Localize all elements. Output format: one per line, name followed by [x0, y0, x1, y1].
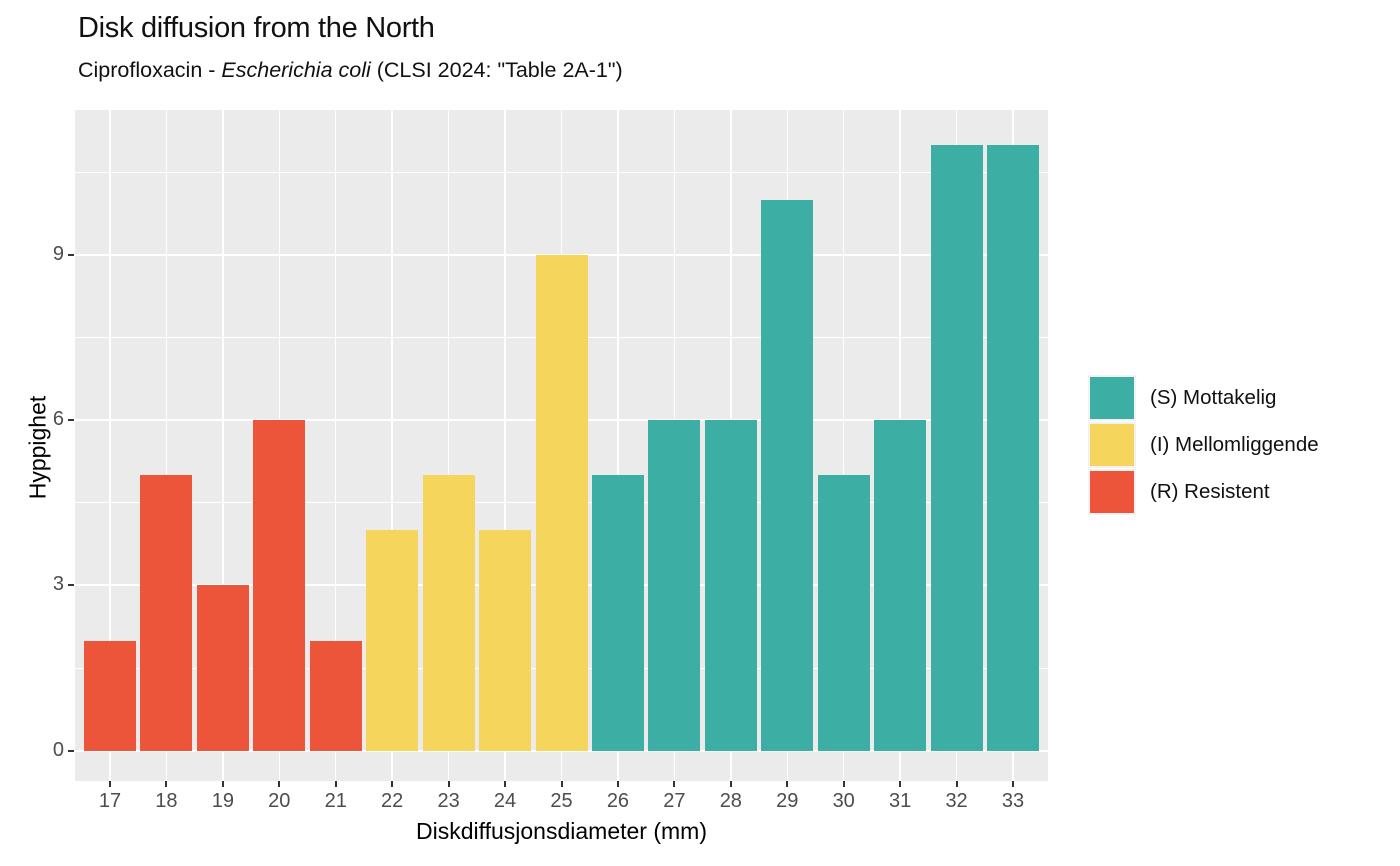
chart-title: Disk diffusion from the North: [78, 12, 435, 44]
x-tick-20: [278, 781, 281, 787]
bar-27: [648, 420, 701, 751]
gridline-major-x: [222, 110, 224, 781]
bar-30: [817, 475, 870, 751]
x-tick-label-29: 29: [776, 790, 799, 812]
y-tick-6: [68, 419, 74, 422]
bar-17: [83, 640, 136, 751]
y-tick-0: [68, 749, 74, 752]
legend-item-i: (I) Mellomliggende: [1090, 424, 1319, 466]
x-tick-17: [108, 781, 111, 787]
legend-label-i: (I) Mellomliggende: [1150, 433, 1319, 456]
gridline-major-x: [504, 110, 506, 781]
x-tick-label-21: 21: [324, 790, 347, 812]
x-tick-33: [1012, 781, 1014, 787]
gridline-major-x: [165, 110, 168, 781]
x-tick-32: [955, 781, 958, 787]
legend-label-r: (R) Resistent: [1150, 480, 1270, 503]
x-tick-label-20: 20: [268, 790, 291, 812]
legend-swatch-s: [1090, 377, 1134, 419]
x-tick-22: [391, 781, 394, 787]
x-tick-label-18: 18: [155, 790, 178, 812]
legend-swatch-r: [1090, 471, 1134, 513]
x-tick-21: [334, 781, 337, 787]
x-tick-label-25: 25: [550, 790, 573, 812]
x-tick-28: [729, 781, 732, 787]
bar-21: [309, 640, 362, 751]
bar-22: [366, 530, 419, 751]
x-tick-26: [616, 781, 619, 787]
legend-item-s: (S) Mottakelig: [1090, 377, 1319, 419]
x-tick-label-30: 30: [832, 790, 855, 812]
x-tick-29: [786, 781, 789, 787]
x-tick-30: [842, 781, 845, 787]
gridline-major-x: [617, 110, 619, 781]
y-tick-label-9: 9: [52, 242, 64, 265]
x-tick-label-27: 27: [663, 790, 686, 812]
gridline-major-x: [334, 110, 337, 781]
bar-31: [874, 420, 927, 751]
x-tick-label-24: 24: [493, 790, 517, 812]
x-tick-25: [560, 781, 563, 787]
bar-25: [535, 254, 588, 751]
x-tick-19: [221, 781, 224, 787]
legend-item-r: (R) Resistent: [1090, 471, 1319, 513]
gridline-major-x: [109, 110, 111, 781]
bar-28: [704, 420, 757, 751]
x-tick-31: [899, 781, 902, 787]
bar-20: [253, 420, 306, 751]
x-tick-label-19: 19: [211, 790, 234, 812]
gridline-major-x: [447, 110, 450, 781]
y-axis-title: Hyppighet: [24, 395, 51, 500]
x-tick-18: [165, 781, 168, 787]
x-axis-title: Diskdiffusjonsdiameter (mm): [416, 818, 707, 844]
x-tick-label-31: 31: [889, 790, 912, 812]
legend: (S) Mottakelig (I) Mellomliggende (R) Resi…: [1090, 377, 1319, 513]
bar-19: [196, 585, 249, 751]
subtitle-prefix: Ciprofloxacin -: [78, 58, 222, 82]
legend-label-s: (S) Mottakelig: [1150, 386, 1277, 409]
x-tick-label-33: 33: [1001, 790, 1025, 812]
x-tick-23: [447, 781, 450, 787]
bar-33: [987, 144, 1039, 751]
x-tick-label-32: 32: [945, 790, 968, 812]
gridline-major-x: [391, 110, 393, 781]
bar-26: [591, 475, 644, 751]
y-tick-label-0: 0: [52, 738, 64, 761]
subtitle-suffix: (CLSI 2024: "Table 2A-1"): [370, 58, 623, 82]
gridline-major-x: [842, 110, 845, 781]
y-tick-3: [68, 584, 74, 587]
chart-subtitle: Ciprofloxacin - Escherichia coli (CLSI 2…: [78, 58, 623, 83]
y-tick-label-6: 6: [52, 408, 64, 431]
plot-panel: [75, 110, 1048, 781]
x-tick-24: [504, 781, 507, 787]
bar-24: [479, 530, 532, 751]
bar-29: [761, 199, 814, 751]
bar-32: [930, 144, 983, 751]
y-tick-9: [68, 253, 74, 256]
bar-18: [140, 475, 193, 751]
legend-swatch-i: [1090, 424, 1134, 466]
subtitle-organism: Escherichia coli: [221, 58, 371, 82]
x-tick-label-17: 17: [98, 790, 122, 812]
x-tick-label-28: 28: [719, 790, 742, 812]
y-tick-label-3: 3: [52, 573, 64, 596]
x-tick-27: [673, 781, 676, 787]
x-tick-label-26: 26: [606, 790, 630, 812]
x-tick-label-22: 22: [381, 790, 404, 812]
x-tick-label-23: 23: [437, 790, 460, 812]
bar-23: [422, 475, 475, 751]
